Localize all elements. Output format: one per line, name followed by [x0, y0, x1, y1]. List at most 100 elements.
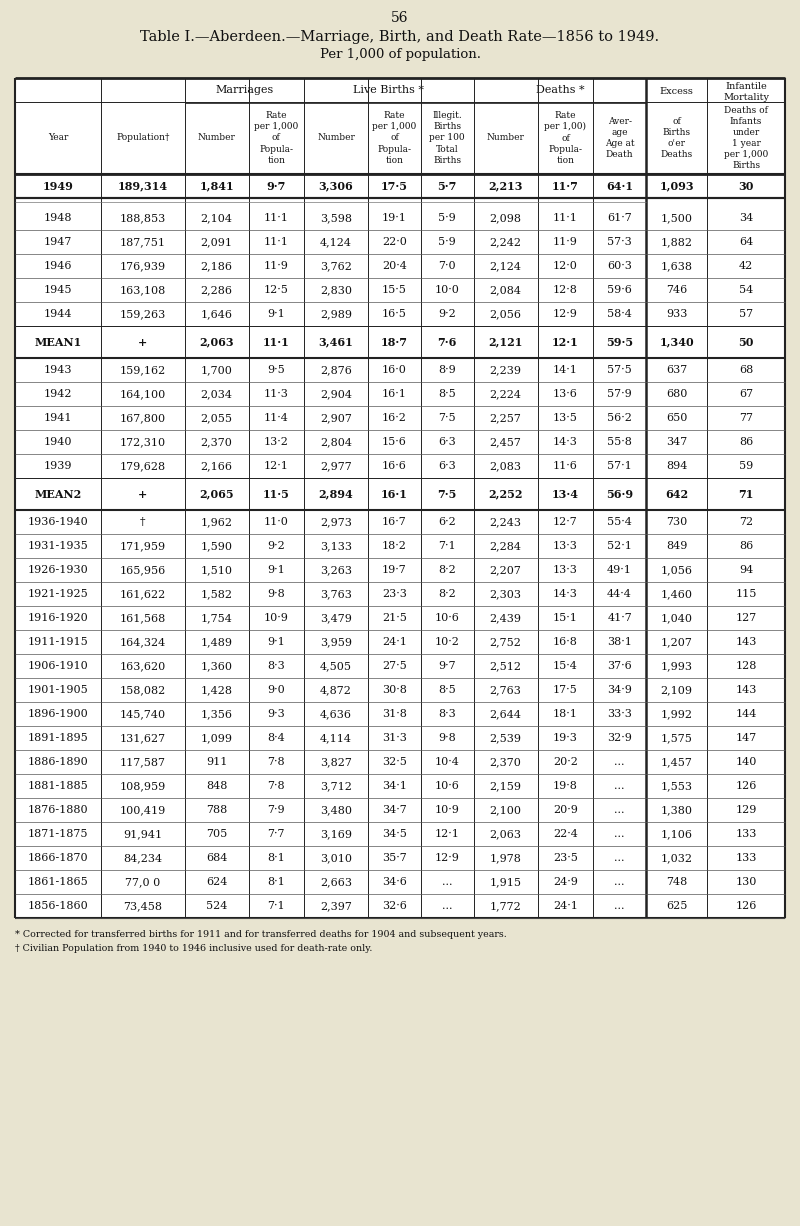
Text: Rate
per 1,000
of
Popula-
tion: Rate per 1,000 of Popula- tion — [254, 112, 298, 164]
Text: 9·3: 9·3 — [267, 709, 285, 718]
Text: 14·3: 14·3 — [553, 588, 578, 600]
Text: 684: 684 — [206, 853, 227, 863]
Text: 14·3: 14·3 — [553, 436, 578, 447]
Text: 34·5: 34·5 — [382, 829, 407, 839]
Text: 12·9: 12·9 — [553, 309, 578, 319]
Text: 1,772: 1,772 — [490, 901, 522, 911]
Text: 84,234: 84,234 — [123, 853, 162, 863]
Text: Aver-
age
Age at
Death: Aver- age Age at Death — [605, 116, 634, 159]
Text: 2,830: 2,830 — [320, 284, 352, 295]
Text: 54: 54 — [739, 284, 754, 295]
Text: 5·9: 5·9 — [438, 237, 456, 246]
Text: 11·7: 11·7 — [552, 180, 579, 191]
Text: 117,587: 117,587 — [120, 756, 166, 767]
Text: 911: 911 — [206, 756, 227, 767]
Text: ...: ... — [614, 853, 625, 863]
Text: ...: ... — [614, 781, 625, 791]
Text: 6·3: 6·3 — [438, 436, 456, 447]
Text: 1939: 1939 — [44, 461, 72, 471]
Text: 1926-1930: 1926-1930 — [28, 565, 89, 575]
Text: 1944: 1944 — [44, 309, 72, 319]
Text: 20·4: 20·4 — [382, 261, 407, 271]
Text: 9·1: 9·1 — [267, 638, 285, 647]
Text: 8·1: 8·1 — [267, 853, 285, 863]
Text: 12·1: 12·1 — [552, 336, 578, 347]
Text: 625: 625 — [666, 901, 687, 911]
Text: 5·7: 5·7 — [438, 180, 457, 191]
Text: 7·0: 7·0 — [438, 261, 456, 271]
Text: 730: 730 — [666, 517, 687, 527]
Text: 77,0 0: 77,0 0 — [126, 877, 161, 886]
Text: 12·9: 12·9 — [435, 853, 460, 863]
Text: +: + — [138, 488, 147, 499]
Text: 1886-1890: 1886-1890 — [28, 756, 89, 767]
Text: 59: 59 — [739, 461, 754, 471]
Text: 17·5: 17·5 — [381, 180, 408, 191]
Text: 15·4: 15·4 — [553, 661, 578, 671]
Text: 16·8: 16·8 — [553, 638, 578, 647]
Text: 8·2: 8·2 — [438, 588, 456, 600]
Text: 2,083: 2,083 — [490, 461, 522, 471]
Text: 2,457: 2,457 — [490, 436, 522, 447]
Text: 2,989: 2,989 — [320, 309, 352, 319]
Text: ...: ... — [614, 901, 625, 911]
Text: 9·8: 9·8 — [438, 733, 456, 743]
Text: 60·3: 60·3 — [607, 261, 632, 271]
Text: 2,239: 2,239 — [490, 365, 522, 375]
Text: 35·7: 35·7 — [382, 853, 407, 863]
Text: 55·4: 55·4 — [607, 517, 632, 527]
Text: 38·1: 38·1 — [607, 638, 632, 647]
Text: 2,644: 2,644 — [490, 709, 522, 718]
Text: 8·4: 8·4 — [267, 733, 285, 743]
Text: 58·4: 58·4 — [607, 309, 632, 319]
Text: 18·7: 18·7 — [381, 336, 408, 347]
Text: 4,872: 4,872 — [320, 685, 352, 695]
Text: 1,340: 1,340 — [659, 336, 694, 347]
Text: 7·1: 7·1 — [438, 541, 456, 550]
Text: 143: 143 — [735, 685, 757, 695]
Text: 32·5: 32·5 — [382, 756, 407, 767]
Text: † Civilian Population from 1940 to 1946 inclusive used for death-rate only.: † Civilian Population from 1940 to 1946 … — [15, 944, 372, 953]
Text: 1942: 1942 — [44, 389, 72, 398]
Text: 50: 50 — [738, 336, 754, 347]
Text: 15·1: 15·1 — [553, 613, 578, 623]
Text: 1,056: 1,056 — [661, 565, 693, 575]
Text: 3,763: 3,763 — [320, 588, 352, 600]
Text: 127: 127 — [735, 613, 757, 623]
Text: 1936-1940: 1936-1940 — [28, 517, 89, 527]
Text: 11·9: 11·9 — [553, 237, 578, 246]
Text: 642: 642 — [665, 488, 688, 499]
Text: 2,512: 2,512 — [490, 661, 522, 671]
Text: 848: 848 — [206, 781, 227, 791]
Text: 176,939: 176,939 — [120, 261, 166, 271]
Text: 164,324: 164,324 — [120, 638, 166, 647]
Text: 1948: 1948 — [44, 213, 72, 223]
Text: 10·6: 10·6 — [435, 613, 460, 623]
Text: 1940: 1940 — [44, 436, 72, 447]
Text: 1931-1935: 1931-1935 — [28, 541, 89, 550]
Text: 13·5: 13·5 — [553, 413, 578, 423]
Text: 20·2: 20·2 — [553, 756, 578, 767]
Text: 1,510: 1,510 — [201, 565, 233, 575]
Text: 9·1: 9·1 — [267, 309, 285, 319]
Text: 41·7: 41·7 — [607, 613, 632, 623]
Text: 163,108: 163,108 — [120, 284, 166, 295]
Text: 1,882: 1,882 — [661, 237, 693, 246]
Text: 94: 94 — [739, 565, 754, 575]
Text: 52·1: 52·1 — [607, 541, 632, 550]
Text: 7·9: 7·9 — [267, 805, 285, 815]
Text: 23·3: 23·3 — [382, 588, 407, 600]
Text: ...: ... — [442, 877, 453, 886]
Text: 3,480: 3,480 — [320, 805, 352, 815]
Text: 34·7: 34·7 — [382, 805, 407, 815]
Text: 1896-1900: 1896-1900 — [28, 709, 89, 718]
Text: 4,114: 4,114 — [320, 733, 352, 743]
Text: 2,286: 2,286 — [201, 284, 233, 295]
Text: 21·5: 21·5 — [382, 613, 407, 623]
Text: 4,505: 4,505 — [320, 661, 352, 671]
Text: 18·1: 18·1 — [553, 709, 578, 718]
Text: 1949: 1949 — [42, 180, 74, 191]
Text: 71: 71 — [738, 488, 754, 499]
Text: 9·1: 9·1 — [267, 565, 285, 575]
Text: 9·7: 9·7 — [266, 180, 286, 191]
